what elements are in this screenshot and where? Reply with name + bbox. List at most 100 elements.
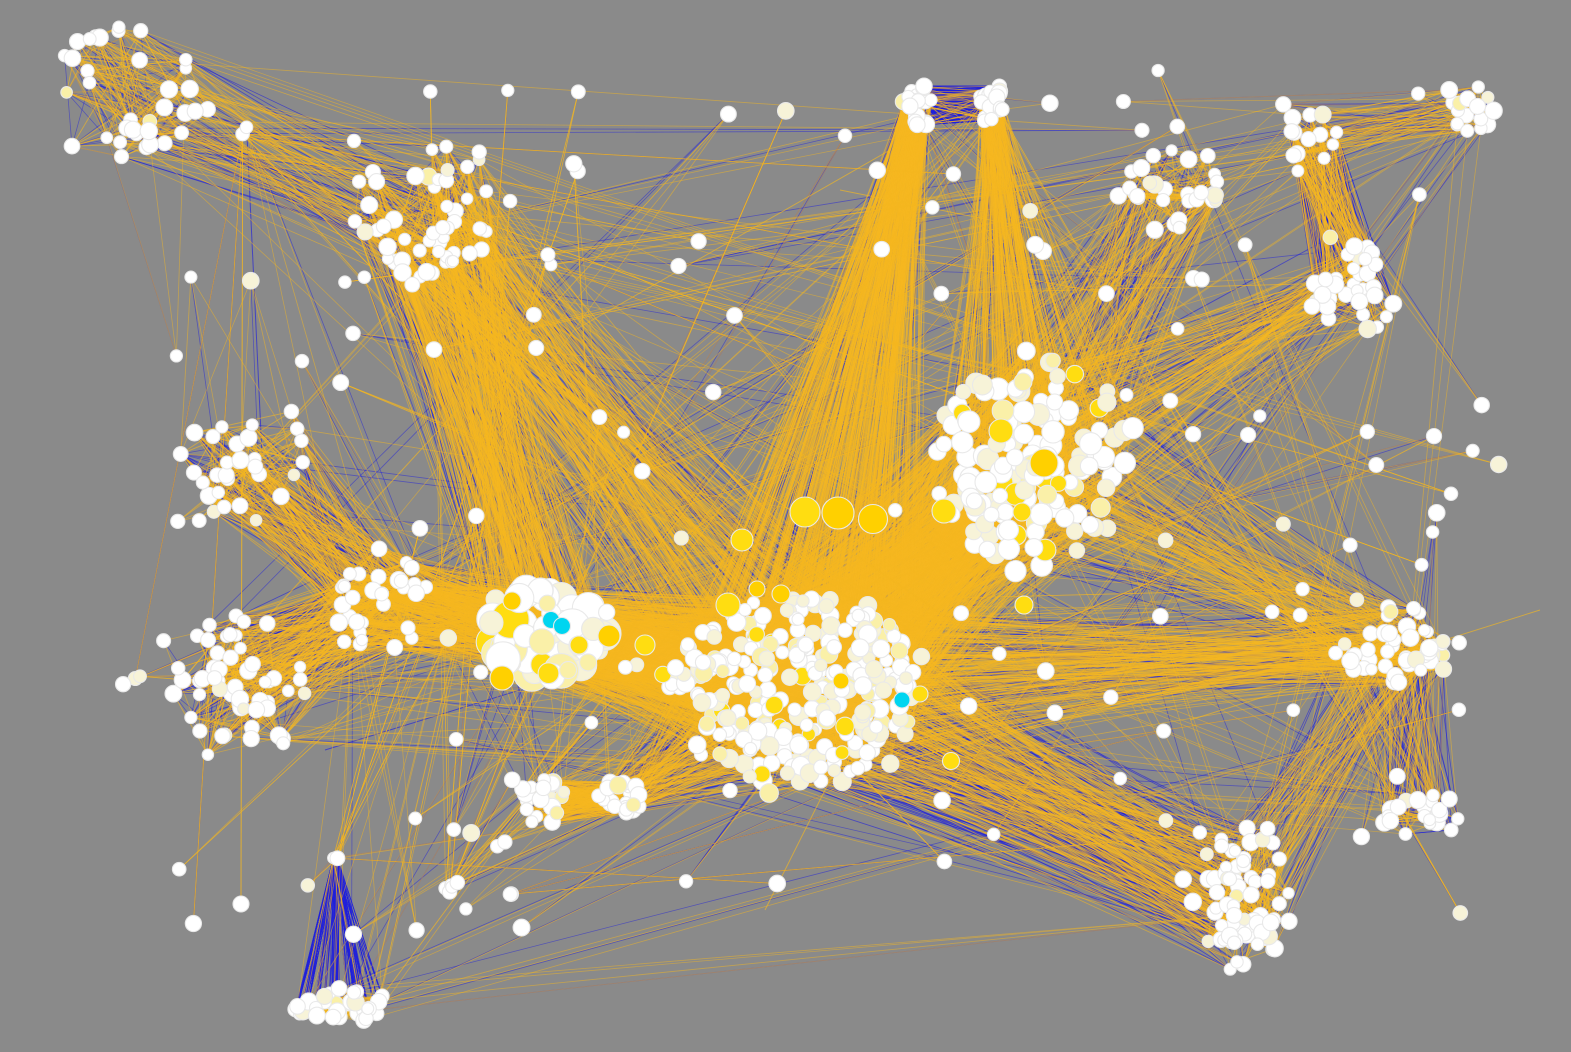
graph-node[interactable]	[351, 174, 367, 189]
graph-node[interactable]	[293, 660, 307, 674]
graph-node[interactable]	[164, 684, 183, 703]
graph-node[interactable]	[185, 423, 204, 442]
graph-node[interactable]	[1300, 131, 1317, 148]
graph-node[interactable]	[289, 998, 306, 1015]
graph-node-peripheral[interactable]	[449, 874, 466, 891]
graph-node-peripheral[interactable]	[837, 128, 853, 144]
graph-node-hub[interactable]	[597, 624, 621, 648]
graph-node-peripheral[interactable]	[171, 861, 187, 877]
graph-node[interactable]	[899, 671, 913, 685]
graph-node-peripheral[interactable]	[156, 633, 172, 649]
graph-node-hub[interactable]	[715, 592, 741, 618]
graph-node[interactable]	[715, 687, 731, 703]
graph-node-peripheral[interactable]	[1473, 396, 1490, 414]
graph-node-peripheral[interactable]	[1157, 532, 1174, 549]
node-layer[interactable]	[57, 20, 1508, 1029]
graph-node[interactable]	[123, 120, 142, 139]
graph-node[interactable]	[1362, 625, 1379, 642]
graph-node[interactable]	[818, 709, 836, 727]
graph-node[interactable]	[608, 776, 628, 795]
graph-node[interactable]	[172, 446, 189, 462]
graph-node[interactable]	[528, 628, 556, 655]
graph-node[interactable]	[100, 131, 114, 145]
graph-node-peripheral[interactable]	[1184, 426, 1202, 443]
graph-node-hub[interactable]	[1029, 448, 1059, 478]
graph-node[interactable]	[1401, 628, 1420, 647]
graph-node[interactable]	[192, 687, 207, 702]
graph-node-peripheral[interactable]	[726, 307, 743, 324]
graph-node[interactable]	[1358, 319, 1377, 339]
graph-node[interactable]	[1443, 822, 1459, 838]
graph-node[interactable]	[557, 785, 571, 799]
graph-node[interactable]	[1379, 310, 1393, 324]
graph-node-peripheral[interactable]	[1425, 427, 1443, 445]
graph-node[interactable]	[813, 658, 828, 673]
graph-node-peripheral[interactable]	[953, 605, 970, 622]
graph-node[interactable]	[775, 645, 790, 660]
graph-node[interactable]	[258, 675, 272, 689]
graph-node-peripheral[interactable]	[633, 462, 651, 480]
graph-node[interactable]	[1431, 801, 1448, 819]
graph-node[interactable]	[360, 195, 379, 215]
graph-node[interactable]	[1209, 174, 1225, 189]
graph-node[interactable]	[742, 769, 757, 784]
graph-node-peripheral[interactable]	[680, 637, 696, 652]
graph-node-peripheral[interactable]	[462, 823, 481, 842]
graph-node[interactable]	[858, 744, 876, 762]
graph-node[interactable]	[1208, 884, 1226, 901]
graph-node[interactable]	[222, 649, 239, 666]
graph-node[interactable]	[799, 718, 814, 732]
graph-node[interactable]	[479, 610, 504, 635]
graph-node-peripheral[interactable]	[232, 895, 250, 913]
graph-node-peripheral[interactable]	[1151, 607, 1169, 625]
graph-node[interactable]	[292, 672, 308, 687]
graph-node[interactable]	[1313, 105, 1332, 124]
graph-node[interactable]	[1414, 663, 1428, 677]
graph-node[interactable]	[231, 497, 249, 515]
graph-node-hub[interactable]	[502, 591, 522, 611]
graph-node-peripheral[interactable]	[446, 822, 462, 837]
graph-node-peripheral[interactable]	[502, 193, 518, 209]
graph-node[interactable]	[773, 727, 793, 747]
graph-node[interactable]	[1179, 150, 1198, 169]
graph-node[interactable]	[1121, 416, 1144, 440]
graph-node[interactable]	[802, 682, 822, 702]
graph-node[interactable]	[502, 886, 518, 902]
graph-node-peripheral[interactable]	[133, 669, 147, 684]
graph-node-peripheral[interactable]	[722, 782, 738, 799]
graph-node[interactable]	[912, 647, 931, 666]
graph-node-peripheral[interactable]	[1134, 122, 1150, 138]
graph-node[interactable]	[924, 93, 938, 107]
graph-node[interactable]	[1384, 294, 1403, 313]
graph-node[interactable]	[63, 49, 82, 68]
graph-node-peripheral[interactable]	[503, 771, 521, 789]
graph-node-peripheral[interactable]	[768, 874, 787, 893]
graph-node[interactable]	[307, 1006, 326, 1025]
graph-node[interactable]	[1346, 261, 1361, 276]
graph-node[interactable]	[1360, 642, 1376, 658]
graph-node-peripheral[interactable]	[338, 275, 352, 289]
graph-node-peripheral[interactable]	[1098, 285, 1115, 302]
graph-node[interactable]	[864, 660, 884, 679]
graph-node-peripheral[interactable]	[435, 219, 451, 236]
graph-node-peripheral[interactable]	[617, 659, 633, 675]
graph-node[interactable]	[417, 262, 436, 281]
graph-node[interactable]	[871, 639, 891, 659]
graph-node[interactable]	[1230, 955, 1244, 969]
graph-node-peripheral[interactable]	[1388, 767, 1406, 785]
graph-node[interactable]	[1041, 420, 1065, 444]
graph-node-peripheral[interactable]	[965, 492, 983, 510]
graph-node[interactable]	[1435, 633, 1451, 650]
graph-node[interactable]	[432, 244, 446, 259]
graph-node-peripheral[interactable]	[186, 102, 204, 120]
graph-node[interactable]	[1113, 451, 1137, 475]
graph-node[interactable]	[1029, 502, 1053, 526]
graph-node[interactable]	[315, 987, 334, 1005]
graph-node[interactable]	[758, 650, 775, 667]
graph-node[interactable]	[356, 223, 374, 241]
graph-node[interactable]	[874, 681, 893, 699]
graph-node[interactable]	[185, 464, 202, 481]
graph-node-hub[interactable]	[1014, 595, 1034, 615]
graph-node[interactable]	[342, 566, 357, 581]
graph-node[interactable]	[289, 421, 305, 436]
